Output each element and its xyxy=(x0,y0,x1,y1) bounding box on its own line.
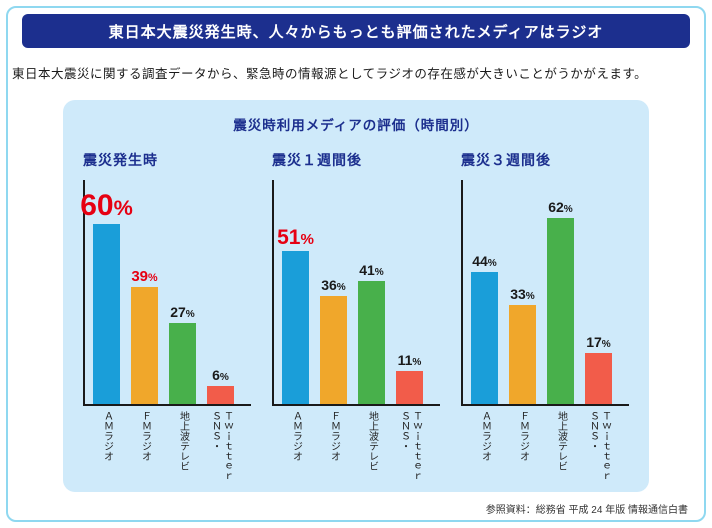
category-cell: ＦＭラジオ xyxy=(320,411,347,481)
intro-text: 東日本大震災に関する調査データから、緊急時の情報源としてラジオの存在感が大きいこ… xyxy=(12,67,648,81)
chart-group-title: 震災３週間後 xyxy=(461,152,551,168)
source-note: 参照資料：総務省 平成 24 年版 情報通信白書 xyxy=(485,505,688,516)
bar-fm-radio xyxy=(320,296,347,404)
bar-value-label: 6% xyxy=(212,366,229,383)
bar-column: 39% xyxy=(131,269,158,404)
bar-value-label: 41% xyxy=(359,261,384,278)
category-cell: ＡＭラジオ xyxy=(471,411,498,481)
bar-am-radio xyxy=(471,272,498,404)
category-label-fm-radio: ＦＭラジオ xyxy=(139,411,151,461)
bar-fm-radio xyxy=(131,287,158,404)
chart-group: 震災１週間後 51% 36% 41% 11% ＡＭラジオ ＦＭラジオ 地上波テレビ ＳＮＳ・ Ｔ… xyxy=(272,150,440,481)
category-label-fm-radio: ＦＭラジオ xyxy=(517,411,529,461)
category-label-terrestrial-tv: 地上波テレビ xyxy=(555,411,567,471)
bar-value-label: 44% xyxy=(472,252,497,269)
category-labels: ＡＭラジオ ＦＭラジオ 地上波テレビ ＳＮＳ・ Ｔｗｉｔｔｅｒ xyxy=(272,411,440,481)
category-label-am-radio: ＡＭラジオ xyxy=(101,411,113,461)
category-cell: ＳＮＳ・ Ｔｗｉｔｔｅｒ xyxy=(585,411,612,481)
bar-column: 6% xyxy=(207,368,234,404)
chart-panel: 震災時利用メディアの評価（時間別） 震災発生時 60% 39% 27% 6% ＡＭラジオ Ｆ… xyxy=(63,100,649,492)
chart-title: 震災時利用メディアの評価（時間別） xyxy=(233,118,479,133)
category-label-terrestrial-tv: 地上波テレビ xyxy=(177,411,189,471)
bar-column: 36% xyxy=(320,278,347,404)
bar-value-label: 36% xyxy=(321,276,346,293)
category-cell: 地上波テレビ xyxy=(169,411,196,481)
bar-terrestrial-tv xyxy=(358,281,385,404)
chart-plot: 51% 36% 41% 11% xyxy=(272,180,440,406)
chart-plot: 60% 39% 27% 6% xyxy=(80,180,251,406)
chart-group-title: 震災発生時 xyxy=(83,152,158,168)
page-title: 東日本大震災発生時、人々からもっとも評価されたメディアはラジオ xyxy=(22,14,690,48)
category-label-fm-radio: ＦＭラジオ xyxy=(328,411,340,461)
category-cell: 地上波テレビ xyxy=(547,411,574,481)
bar-column: 62% xyxy=(547,200,574,404)
category-cell: ＡＭラジオ xyxy=(93,411,120,481)
category-label-sns-twitter: ＳＮＳ・ Ｔｗｉｔｔｅｒ xyxy=(209,411,233,481)
bar-value-label: 60% xyxy=(80,189,133,222)
bar-column: 17% xyxy=(585,335,612,404)
bar-am-radio xyxy=(282,251,309,404)
bar-column: 51% xyxy=(277,227,314,404)
bar-column: 60% xyxy=(80,191,133,404)
charts-row: 震災発生時 60% 39% 27% 6% ＡＭラジオ ＦＭラジオ 地上波テレビ ＳＮＳ・ Ｔｗｉ… xyxy=(80,150,631,481)
category-label-sns-twitter: ＳＮＳ・ Ｔｗｉｔｔｅｒ xyxy=(587,411,611,481)
category-cell: ＦＭラジオ xyxy=(509,411,536,481)
category-label-am-radio: ＡＭラジオ xyxy=(290,411,302,461)
bar-value-label: 62% xyxy=(548,198,573,215)
category-label-sns-twitter: ＳＮＳ・ Ｔｗｉｔｔｅｒ xyxy=(398,411,422,481)
bar-value-label: 11% xyxy=(397,351,422,368)
bar-column: 41% xyxy=(358,263,385,404)
bar-value-label: 51% xyxy=(277,226,314,249)
category-cell: 地上波テレビ xyxy=(358,411,385,481)
bar-value-label: 27% xyxy=(170,303,195,320)
chart-group: 震災発生時 60% 39% 27% 6% ＡＭラジオ ＦＭラジオ 地上波テレビ ＳＮＳ・ Ｔｗｉ… xyxy=(80,150,251,481)
category-cell: ＦＭラジオ xyxy=(131,411,158,481)
category-label-am-radio: ＡＭラジオ xyxy=(479,411,491,461)
chart-group: 震災３週間後 44% 33% 62% 17% ＡＭラジオ ＦＭラジオ 地上波テレビ ＳＮＳ・ Ｔ… xyxy=(461,150,629,481)
bar-sns-twitter xyxy=(585,353,612,404)
bar-column: 44% xyxy=(471,254,498,404)
bar-sns-twitter xyxy=(396,371,423,404)
chart-group-title: 震災１週間後 xyxy=(272,152,362,168)
bar-terrestrial-tv xyxy=(169,323,196,404)
bar-fm-radio xyxy=(509,305,536,404)
bar-value-label: 33% xyxy=(510,285,535,302)
bar-am-radio xyxy=(93,224,120,404)
bar-value-label: 39% xyxy=(131,268,158,285)
bar-column: 33% xyxy=(509,287,536,404)
bar-sns-twitter xyxy=(207,386,234,404)
category-label-terrestrial-tv: 地上波テレビ xyxy=(366,411,378,471)
category-labels: ＡＭラジオ ＦＭラジオ 地上波テレビ ＳＮＳ・ Ｔｗｉｔｔｅｒ xyxy=(461,411,629,481)
bar-column: 11% xyxy=(396,353,423,404)
category-cell: ＳＮＳ・ Ｔｗｉｔｔｅｒ xyxy=(207,411,234,481)
category-labels: ＡＭラジオ ＦＭラジオ 地上波テレビ ＳＮＳ・ Ｔｗｉｔｔｅｒ xyxy=(83,411,251,481)
category-cell: ＡＭラジオ xyxy=(282,411,309,481)
bar-terrestrial-tv xyxy=(547,218,574,404)
chart-plot: 44% 33% 62% 17% xyxy=(461,180,629,406)
bar-value-label: 17% xyxy=(586,333,611,350)
category-cell: ＳＮＳ・ Ｔｗｉｔｔｅｒ xyxy=(396,411,423,481)
bar-column: 27% xyxy=(169,305,196,404)
